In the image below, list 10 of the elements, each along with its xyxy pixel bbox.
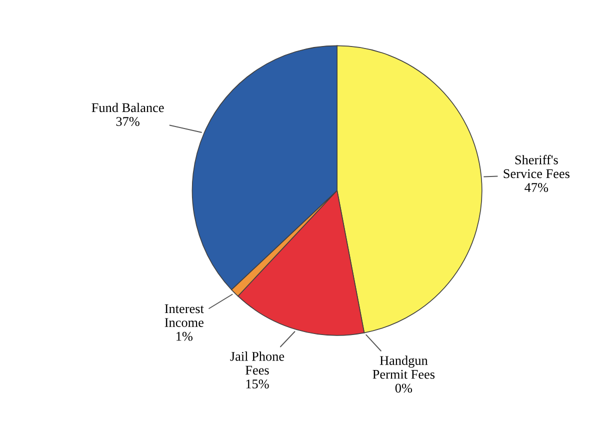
slice-label: Interest Income (164, 304, 204, 327)
legend-label: Handgun Permit Fees (372, 356, 435, 379)
data-label: 37% (116, 117, 140, 126)
text: 0% (395, 384, 412, 393)
slice-label: Sheriff's Service Fees (504, 154, 570, 178)
data-label: 47% (524, 183, 548, 192)
data-label: 15% (246, 380, 269, 388)
data-label: 1% (176, 332, 192, 341)
slice-label: Fund Balance (92, 102, 164, 112)
slice-label: Jail Phone Fees (230, 352, 284, 375)
